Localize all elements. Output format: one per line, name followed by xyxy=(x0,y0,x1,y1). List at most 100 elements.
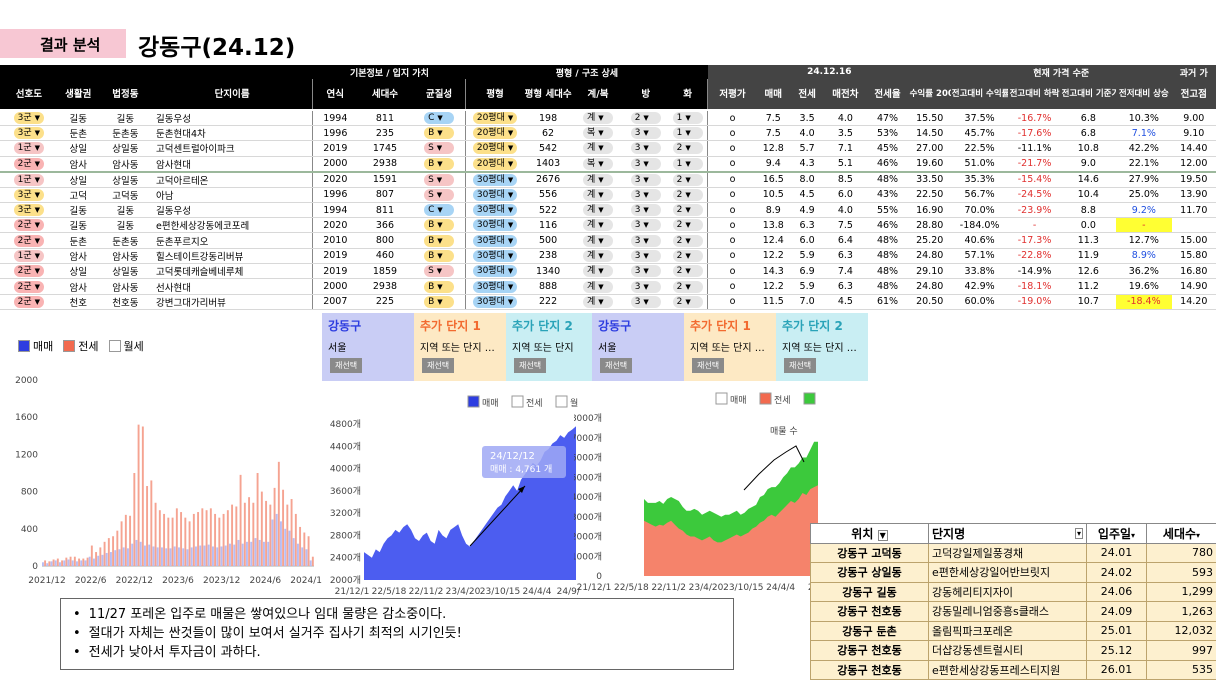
dropdown-pill[interactable]: 2 ▼ xyxy=(630,112,661,124)
dropdown-pill[interactable]: 계 ▼ xyxy=(582,265,613,278)
dropdown-pill[interactable]: 30평대 ▼ xyxy=(472,219,518,232)
dropdown-icon[interactable]: ▼ xyxy=(598,144,604,153)
dropdown-icon[interactable]: ▼ xyxy=(34,190,41,199)
dropdown-pill[interactable]: C ▼ xyxy=(424,112,455,124)
cell[interactable]: S ▼ xyxy=(412,140,466,157)
legend-item-jeonse[interactable]: 전세 xyxy=(63,338,99,354)
cell[interactable]: 계 ▼ xyxy=(572,278,624,295)
dropdown-pill[interactable]: 1 ▼ xyxy=(672,112,703,124)
dropdown-icon[interactable]: ▼ xyxy=(507,236,514,245)
dropdown-pill[interactable]: 20평대 ▼ xyxy=(472,142,518,155)
cell[interactable]: 2 ▼ xyxy=(667,232,708,249)
cell[interactable]: B ▼ xyxy=(412,125,466,142)
dropdown-icon[interactable]: ▼ xyxy=(507,144,514,153)
dropdown-icon[interactable]: ▼ xyxy=(685,221,691,230)
dropdown-pill[interactable]: 3 ▼ xyxy=(630,265,661,278)
dropdown-pill[interactable]: 계 ▼ xyxy=(582,112,613,124)
reselect-button[interactable]: 재선택 xyxy=(514,358,547,373)
col-header[interactable]: 법정동 xyxy=(98,79,152,111)
dropdown-pill[interactable]: 계 ▼ xyxy=(582,188,613,201)
cell[interactable]: 2군 ▼ xyxy=(0,263,58,280)
cell[interactable]: B ▼ xyxy=(412,217,466,234)
dropdown-icon[interactable]: ▼ xyxy=(436,267,443,276)
dropdown-pill[interactable]: 20평대 ▼ xyxy=(472,127,518,140)
dropdown-pill[interactable]: 복 ▼ xyxy=(582,157,613,170)
cell[interactable]: 1군 ▼ xyxy=(0,140,58,157)
cell[interactable]: B ▼ xyxy=(412,248,466,265)
cell[interactable]: 3 ▼ xyxy=(623,217,668,234)
cell[interactable]: 20평대 ▼ xyxy=(465,110,524,126)
dropdown-pill[interactable]: 2군 ▼ xyxy=(13,234,45,247)
dropdown-pill[interactable]: B ▼ xyxy=(424,219,455,232)
cell[interactable]: 3 ▼ xyxy=(623,202,668,219)
dropdown-pill[interactable]: 30평대 ▼ xyxy=(472,249,518,262)
col-header-location[interactable]: 위치 ▼ xyxy=(810,523,929,544)
cell[interactable]: 30평대 ▼ xyxy=(465,232,524,249)
dropdown-icon[interactable]: ▼ xyxy=(437,206,443,215)
cell[interactable]: 1 ▼ xyxy=(667,110,708,126)
dropdown-pill[interactable]: 20평대 ▼ xyxy=(472,157,518,170)
dropdown-icon[interactable]: ▼ xyxy=(34,221,41,230)
dropdown-pill[interactable]: 1 ▼ xyxy=(672,157,703,170)
cell[interactable]: 2 ▼ xyxy=(667,140,708,157)
dropdown-icon[interactable]: ▼ xyxy=(507,221,514,230)
dropdown-icon[interactable]: ▼ xyxy=(507,114,514,122)
dropdown-pill[interactable]: 계 ▼ xyxy=(582,295,613,308)
dropdown-icon[interactable]: ▼ xyxy=(437,236,443,245)
dropdown-icon[interactable]: ▼ xyxy=(598,236,604,245)
dropdown-pill[interactable]: B ▼ xyxy=(424,249,455,262)
cell[interactable]: 30평대 ▼ xyxy=(465,263,524,280)
dropdown-icon[interactable]: ▼ xyxy=(685,144,691,153)
dropdown-pill[interactable]: 3 ▼ xyxy=(630,142,661,155)
col-header[interactable]: 계/복 xyxy=(572,79,624,111)
dropdown-pill[interactable]: 2 ▼ xyxy=(672,249,703,262)
cell[interactable]: 2 ▼ xyxy=(667,217,708,234)
col-header[interactable]: 평형 xyxy=(465,79,524,111)
dropdown-pill[interactable]: 3군 ▼ xyxy=(13,112,45,124)
dropdown-icon[interactable]: ▼ xyxy=(643,175,649,184)
dropdown-pill[interactable]: 3 ▼ xyxy=(630,295,661,308)
col-header[interactable]: 평형 세대수 xyxy=(523,79,573,111)
cell[interactable]: 30평대 ▼ xyxy=(465,187,524,203)
dropdown-pill[interactable]: 30평대 ▼ xyxy=(472,295,518,308)
dropdown-icon[interactable]: ▼ xyxy=(437,129,443,138)
col-header[interactable]: 전고점 xyxy=(1171,79,1216,111)
cell[interactable]: 3 ▼ xyxy=(623,156,668,173)
cell[interactable]: 30평대 ▼ xyxy=(465,278,524,295)
dropdown-icon[interactable]: ▼ xyxy=(598,175,604,184)
dropdown-pill[interactable]: 30평대 ▼ xyxy=(472,265,518,278)
dropdown-icon[interactable]: ▼ xyxy=(685,190,691,199)
dropdown-pill[interactable]: 계 ▼ xyxy=(582,280,613,293)
dropdown-pill[interactable]: S ▼ xyxy=(424,265,455,278)
dropdown-icon[interactable]: ▼ xyxy=(685,206,691,215)
cell[interactable]: 계 ▼ xyxy=(572,248,624,265)
cell[interactable]: 1 ▼ xyxy=(667,125,708,142)
dropdown-icon[interactable]: ▼ xyxy=(598,129,604,138)
cell[interactable]: S ▼ xyxy=(412,263,466,280)
dropdown-icon[interactable]: ▼ xyxy=(643,221,649,230)
cell[interactable]: 계 ▼ xyxy=(572,171,624,188)
selector-card[interactable]: 추가 단지 2 지역 또는 단지 재선택 xyxy=(506,313,598,381)
cell[interactable]: B ▼ xyxy=(412,232,466,249)
dropdown-pill[interactable]: B ▼ xyxy=(424,280,455,293)
col-header[interactable]: 전세 xyxy=(789,79,825,111)
dropdown-icon[interactable]: ▼ xyxy=(598,221,604,230)
dropdown-pill[interactable]: 30평대 ▼ xyxy=(472,173,518,186)
cell[interactable]: 2 ▼ xyxy=(667,187,708,203)
dropdown-icon[interactable]: ▼ xyxy=(34,175,41,184)
dropdown-pill[interactable]: 30평대 ▼ xyxy=(472,204,518,217)
cell[interactable]: 계 ▼ xyxy=(572,263,624,280)
dropdown-icon[interactable]: ▼ xyxy=(437,297,443,306)
dropdown-pill[interactable]: B ▼ xyxy=(424,127,455,140)
cell[interactable]: 30평대 ▼ xyxy=(465,171,524,188)
dropdown-icon[interactable]: ▼ xyxy=(34,236,41,245)
dropdown-pill[interactable]: 3 ▼ xyxy=(630,173,661,186)
reselect-button[interactable]: 재선택 xyxy=(600,358,633,373)
col-header[interactable]: 단지이름 xyxy=(151,79,313,111)
col-header[interactable]: 전고대비 하락 xyxy=(1008,79,1061,111)
dropdown-pill[interactable]: 3 ▼ xyxy=(630,280,661,293)
dropdown-pill[interactable]: 2 ▼ xyxy=(672,219,703,232)
col-header[interactable]: 수익률 200% xyxy=(908,79,951,111)
dropdown-icon[interactable]: ▼ xyxy=(685,129,691,138)
cell[interactable]: 1군 ▼ xyxy=(0,171,58,188)
